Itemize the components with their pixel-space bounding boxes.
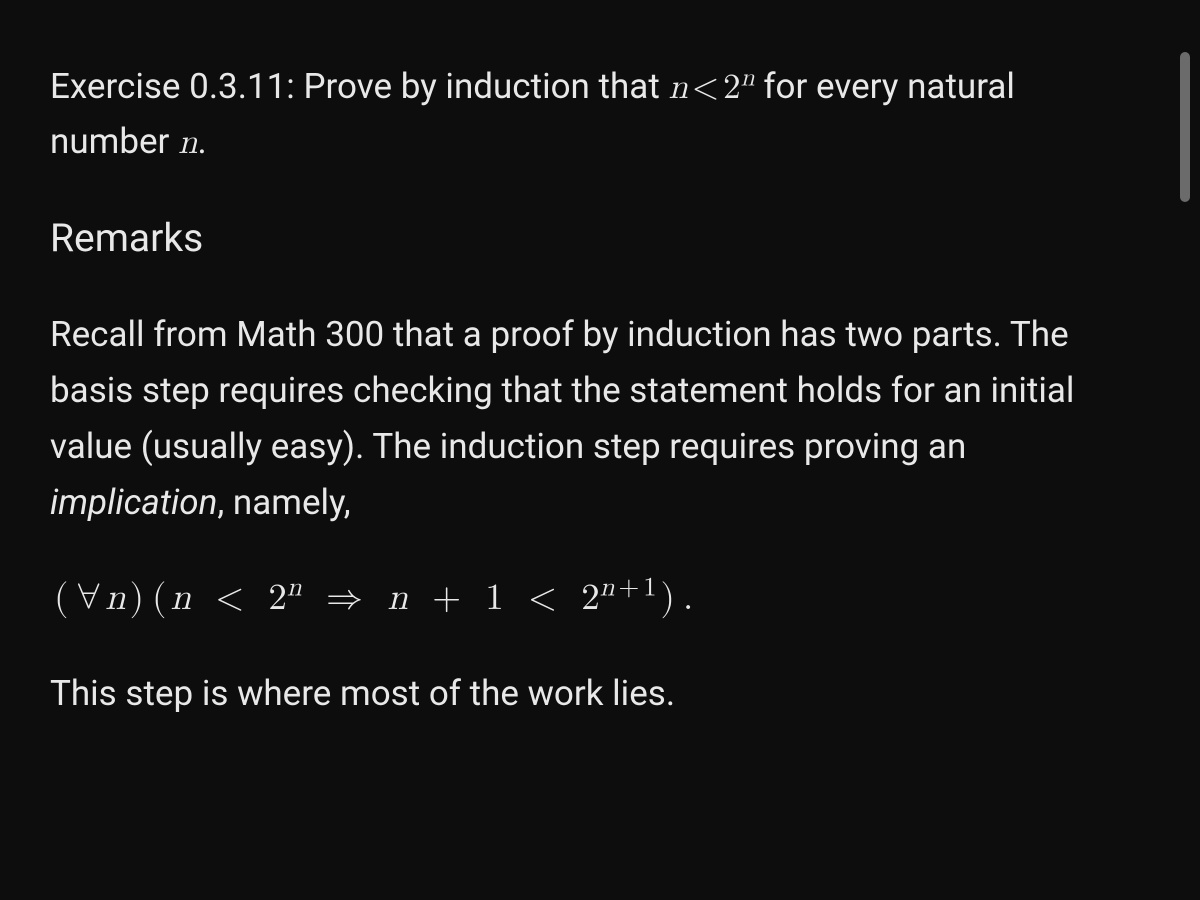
remarks-closing: This step is where most of the work lies…: [50, 666, 1110, 722]
remarks-emph-implication: implication: [50, 482, 217, 523]
exercise-label: Exercise 0.3.11:: [50, 66, 295, 107]
remarks-text-b: , namely,: [217, 482, 350, 523]
math-display-induction: (∀n)(n < 2n ⇒ n + 1 < 2n+1).: [50, 569, 1110, 628]
scrollbar-thumb[interactable]: [1180, 52, 1190, 202]
math-inline-n: n: [178, 125, 197, 160]
remarks-heading: Remarks: [50, 215, 1110, 261]
document-content: Exercise 0.3.11: Prove by induction that…: [0, 0, 1160, 900]
remarks-text-a: Recall from Math 300 that a proof by ind…: [50, 314, 1074, 467]
math-inline-n-lt-2n: n<2n: [668, 70, 754, 105]
remarks-paragraph: Recall from Math 300 that a proof by ind…: [50, 307, 1110, 531]
exercise-prompt-before: Prove by induction that: [295, 66, 669, 107]
exercise-statement: Exercise 0.3.11: Prove by induction that…: [50, 60, 1110, 171]
